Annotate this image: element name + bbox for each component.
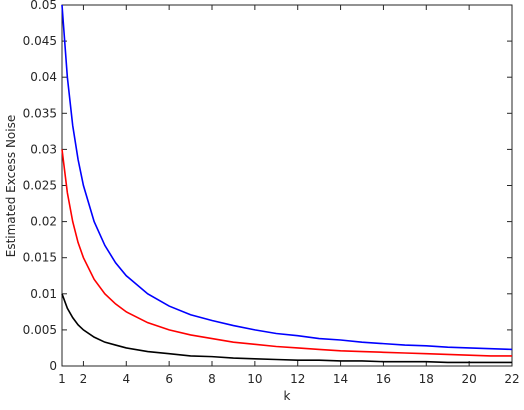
x-axis-label: k bbox=[284, 389, 291, 403]
y-tick-label: 0.015 bbox=[23, 251, 57, 265]
y-tick-label: 0.005 bbox=[23, 323, 57, 337]
x-tick-label: 22 bbox=[504, 372, 519, 386]
y-tick-label: 0.03 bbox=[30, 142, 57, 156]
y-tick-label: 0 bbox=[49, 359, 57, 373]
y-tick-label: 0.01 bbox=[30, 287, 57, 301]
y-axis-label: Estimated Excess Noise bbox=[4, 115, 18, 258]
x-tick-label: 16 bbox=[376, 372, 391, 386]
line-series bbox=[61, 149, 512, 357]
line-series bbox=[61, 293, 512, 364]
y-tick-label: 0.02 bbox=[30, 215, 57, 229]
y-tick-label: 0.045 bbox=[23, 34, 57, 48]
y-tick-label: 0.025 bbox=[23, 179, 57, 193]
x-tick-label: 20 bbox=[462, 372, 477, 386]
x-tick-label: 18 bbox=[419, 372, 434, 386]
line-series bbox=[61, 4, 513, 351]
y-tick-label: 0.035 bbox=[23, 106, 57, 120]
x-tick-label: 14 bbox=[333, 372, 348, 386]
y-tick-label: 0.05 bbox=[30, 0, 57, 12]
x-tick-label: 12 bbox=[290, 372, 305, 386]
x-tick-label: 4 bbox=[122, 372, 130, 386]
x-tick-label: 6 bbox=[165, 372, 173, 386]
x-tick-label: 2 bbox=[80, 372, 88, 386]
x-tick-label: 1 bbox=[58, 372, 66, 386]
y-tick-label: 0.04 bbox=[30, 70, 57, 84]
x-tick-label: 10 bbox=[247, 372, 262, 386]
x-tick-label: 8 bbox=[208, 372, 216, 386]
plot-area bbox=[61, 4, 513, 367]
